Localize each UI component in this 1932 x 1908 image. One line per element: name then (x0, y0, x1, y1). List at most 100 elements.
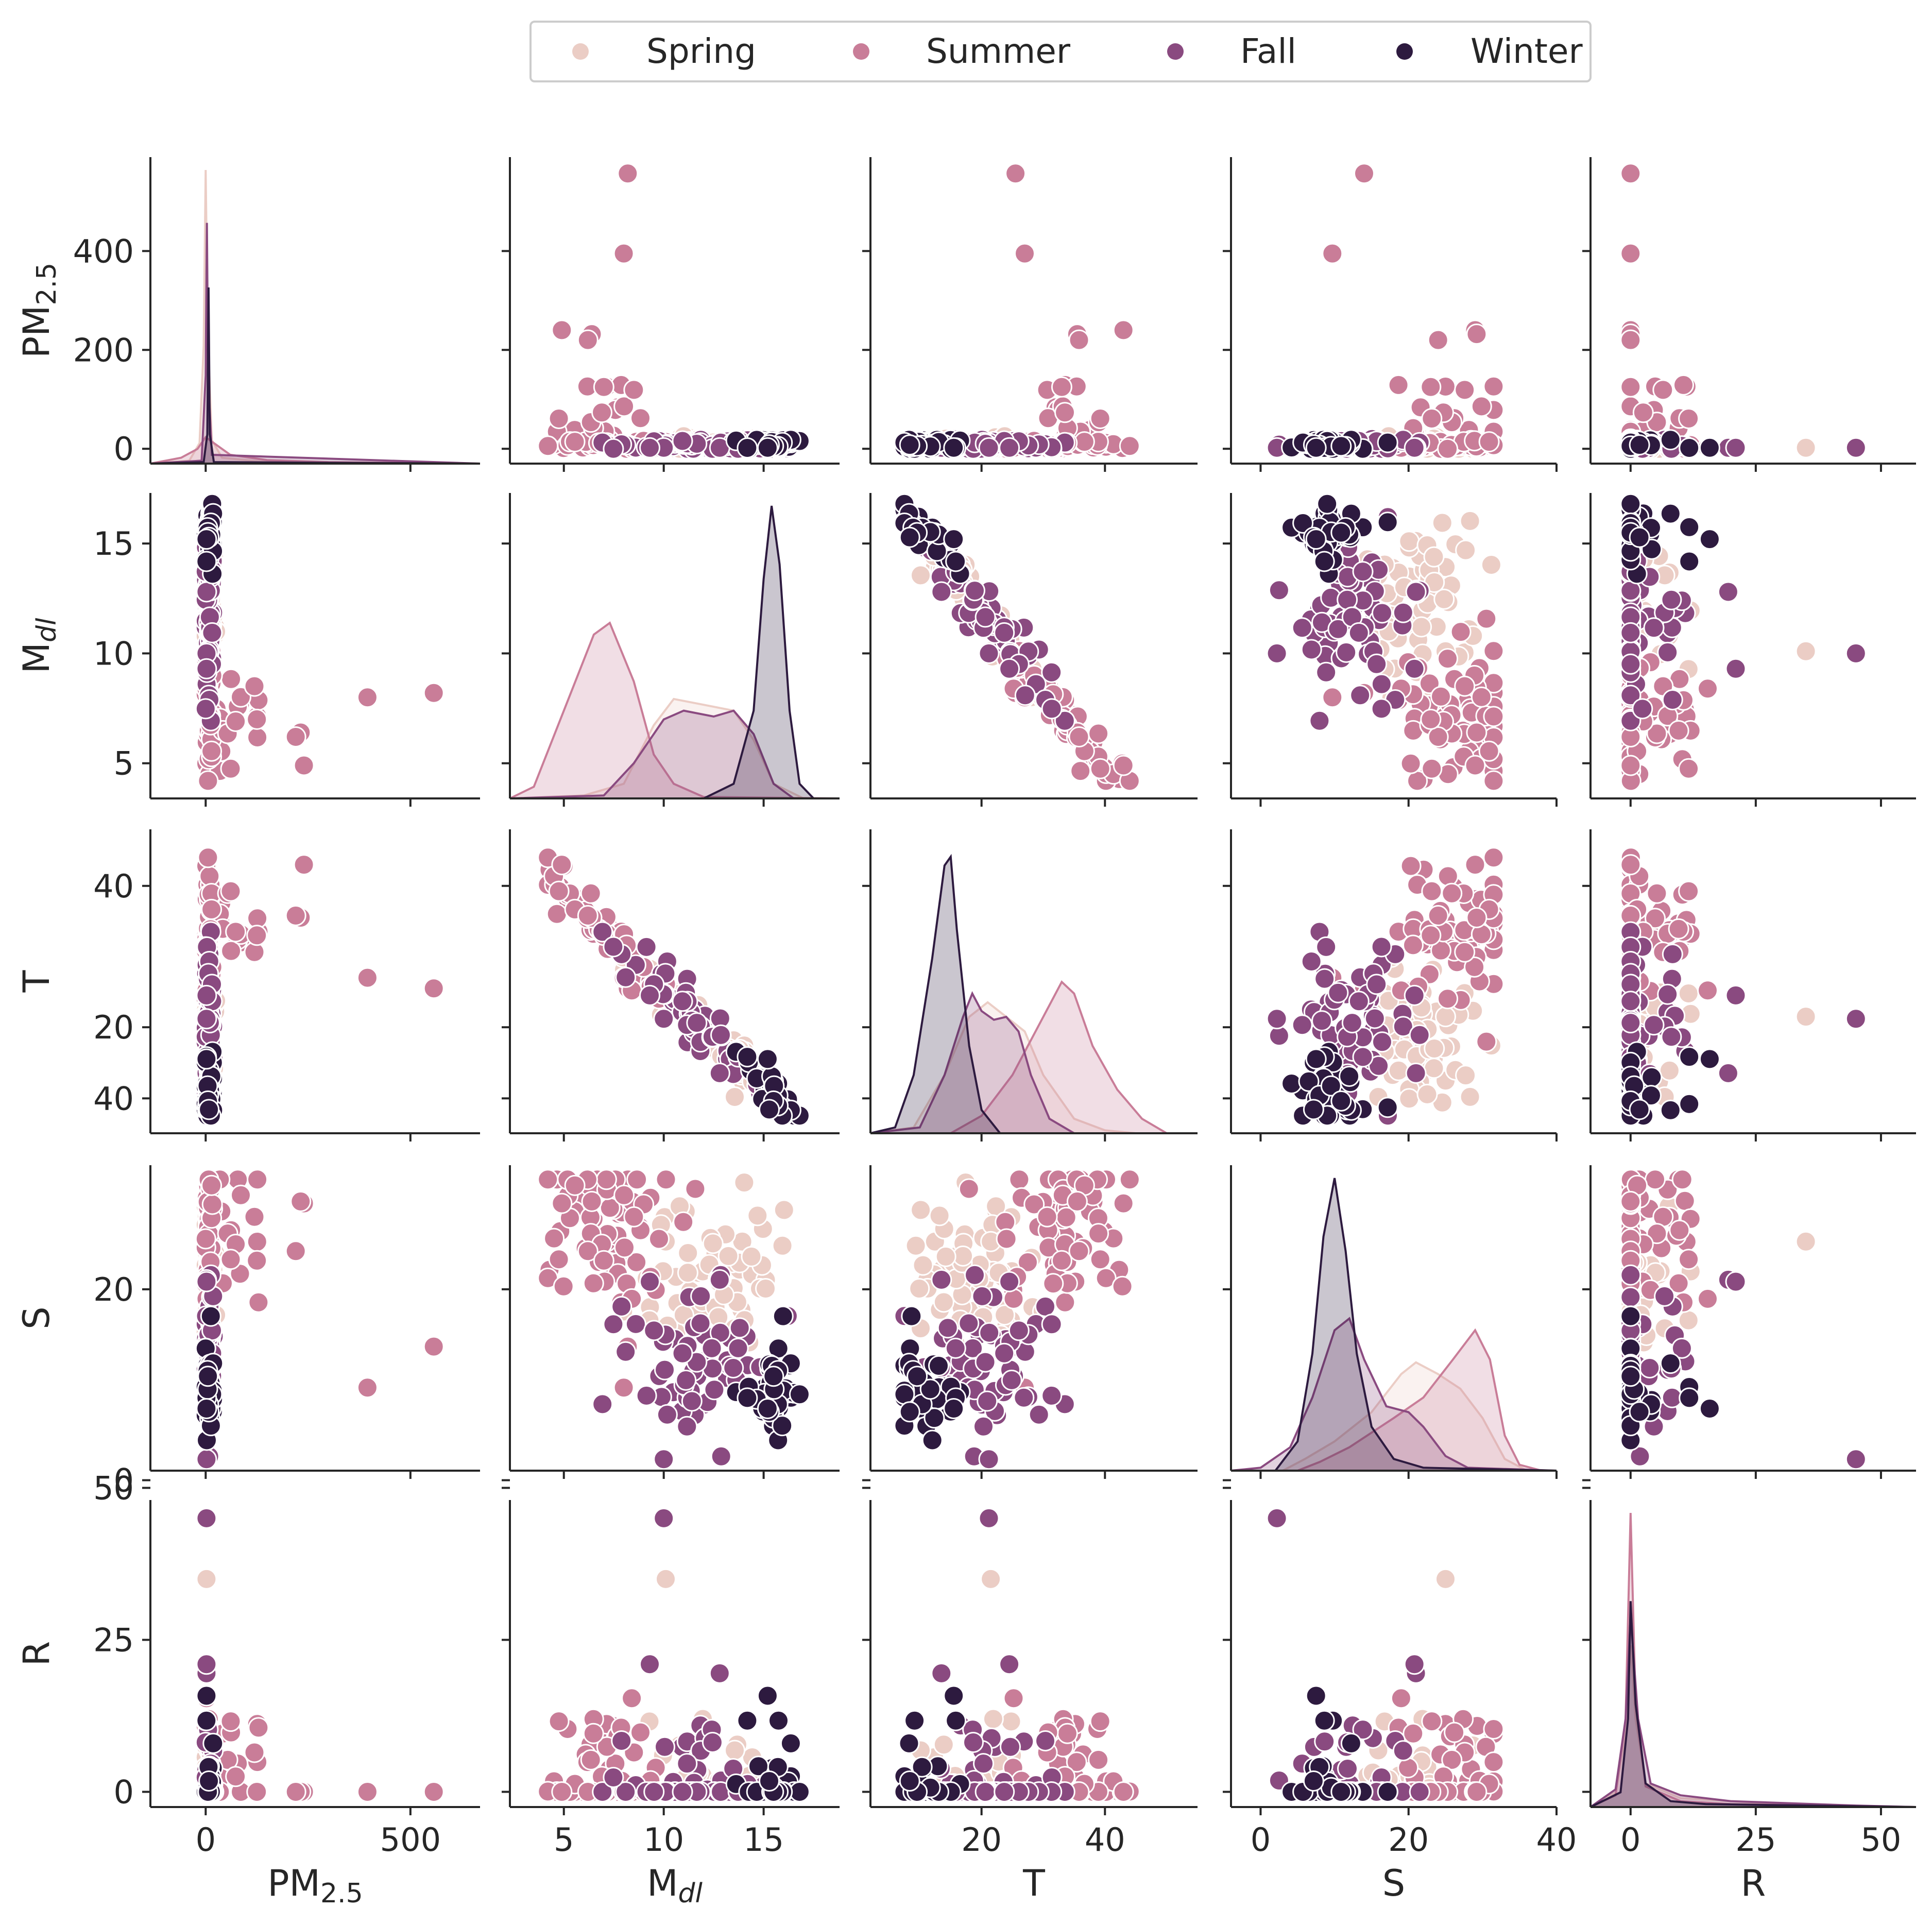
point-summer (580, 1749, 602, 1770)
point-summer (1437, 865, 1459, 887)
point-summer (225, 711, 247, 732)
y-tick-label: 20 (93, 1009, 134, 1046)
point-fall (1001, 1369, 1022, 1391)
point-summer (1400, 753, 1422, 774)
x-axis-title-s: S (1382, 1862, 1405, 1904)
point-summer (197, 770, 219, 792)
y-tick-label: 0 (114, 1773, 134, 1811)
point-spring (1423, 546, 1445, 568)
point-winter (928, 1355, 949, 1376)
point-fall (1662, 943, 1683, 965)
point-summer (1454, 941, 1476, 963)
panel-r-vs-r: 0 25 50 (1582, 1487, 1917, 1859)
x-tick-label: 40 (1085, 1821, 1125, 1859)
point-fall (676, 1753, 698, 1775)
scatter-points (195, 847, 444, 1127)
point-spring (982, 1708, 1004, 1730)
point-summer (1678, 758, 1700, 779)
point-summer (1068, 329, 1090, 351)
point-fall (1268, 580, 1290, 601)
point-fall (639, 437, 660, 458)
x-tick-label: 40 (1536, 1821, 1577, 1859)
point-fall (1404, 658, 1425, 679)
point-summer (1119, 1169, 1140, 1190)
point-fall (999, 1271, 1020, 1292)
point-summer (1354, 163, 1375, 184)
panel-s-vs-mdl (502, 1097, 840, 1481)
y-tick-label: 15 (93, 525, 134, 563)
point-fall (1336, 641, 1357, 663)
point-spring (755, 1278, 776, 1299)
point-summer (230, 1184, 251, 1206)
point-summer (1036, 1206, 1058, 1228)
y-axis-title-r: R (15, 1641, 58, 1666)
point-summer (1483, 1751, 1504, 1773)
panel-s-vs-r (1582, 1097, 1916, 1481)
point-summer (423, 978, 444, 999)
point-fall (1717, 581, 1739, 603)
point-fall (1013, 1387, 1035, 1408)
point-summer (621, 1688, 643, 1709)
scatter-points (195, 1169, 444, 1470)
x-tick-label: 5 (554, 1821, 574, 1859)
point-summer (1674, 1190, 1696, 1212)
panel-mdl-vs-r (1582, 493, 1916, 807)
point-fall (710, 1024, 731, 1046)
point-fall (1041, 1385, 1063, 1406)
point-fall (978, 1449, 1000, 1470)
point-summer (1483, 847, 1504, 868)
panel-t-vs-s (1223, 829, 1558, 1142)
point-summer (548, 1249, 570, 1270)
point-fall (643, 1320, 665, 1341)
point-summer (1478, 431, 1500, 453)
legend-item-fall: Fall (1167, 31, 1296, 71)
y-tick-label: 50 (93, 1469, 134, 1507)
point-winter (943, 1685, 965, 1707)
point-fall (1717, 1062, 1739, 1084)
point-fall (1404, 437, 1425, 458)
point-summer (1437, 438, 1459, 459)
point-summer (1483, 640, 1504, 662)
point-summer (1427, 905, 1449, 926)
point-summer (201, 1174, 223, 1196)
point-spring (1411, 616, 1432, 638)
point-fall (931, 581, 952, 603)
point-winter (1679, 551, 1700, 572)
legend-label-spring: Spring (646, 31, 756, 71)
point-fall (672, 1342, 693, 1364)
point-summer (285, 1781, 306, 1802)
point-summer (225, 921, 247, 943)
point-fall (196, 1654, 217, 1675)
point-summer (1620, 376, 1642, 398)
point-winter (943, 437, 965, 458)
point-fall (1845, 1008, 1867, 1030)
point-fall (603, 936, 624, 958)
point-fall (1845, 642, 1867, 664)
point-winter (1305, 1048, 1327, 1070)
point-fall (1409, 1781, 1430, 1802)
scatter-points (1620, 163, 1867, 459)
point-winter (198, 1099, 220, 1120)
point-summer (247, 1169, 268, 1190)
y-tick-label: 200 (73, 331, 134, 369)
point-winter (789, 1384, 810, 1405)
point-fall (1661, 589, 1682, 610)
point-fall (654, 1359, 675, 1381)
point-summer (1390, 1688, 1412, 1709)
point-summer (614, 1237, 635, 1258)
point-fall (1725, 658, 1747, 679)
point-summer (1632, 402, 1654, 423)
point-summer (248, 1291, 269, 1313)
point-fall (1643, 617, 1665, 639)
point-winter (899, 434, 920, 456)
point-fall (974, 606, 996, 628)
point-fall (1657, 641, 1679, 663)
point-fall (686, 1012, 708, 1034)
scatter-points (537, 847, 810, 1127)
point-fall (681, 1390, 703, 1412)
point-fall (615, 1341, 637, 1362)
point-fall (1041, 1314, 1063, 1335)
point-winter (196, 1710, 217, 1731)
